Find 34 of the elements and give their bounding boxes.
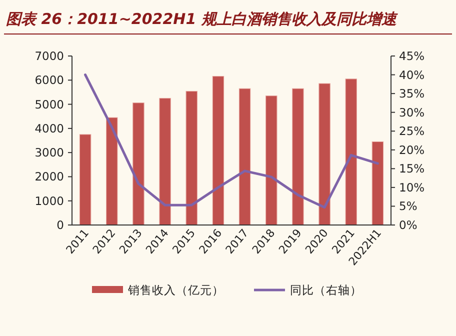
bar	[372, 141, 384, 226]
y-tick-label: 6000	[34, 73, 64, 88]
y2-tick-label: 20%	[399, 142, 425, 157]
y-tick-label: 2000	[34, 170, 64, 184]
y2-tick-label: 40%	[399, 68, 425, 82]
y-tick-label: 0	[56, 218, 64, 232]
y-tick-label: 1000	[34, 194, 64, 208]
bar	[345, 78, 358, 226]
y2-tick-label: 45%	[399, 49, 425, 63]
bar	[292, 88, 304, 226]
y-tick-label: 5000	[34, 97, 64, 112]
bar	[159, 98, 171, 226]
y2-tick-label: 25%	[399, 124, 425, 138]
bar	[79, 134, 92, 226]
y2-tick-label: 0%	[399, 218, 418, 232]
y-tick-label: 4000	[34, 121, 64, 136]
y2-tick-label: 30%	[399, 105, 425, 120]
bar	[106, 117, 118, 226]
y-tick-label: 3000	[34, 146, 64, 160]
y2-tick-label: 15%	[399, 162, 425, 176]
bar	[265, 96, 278, 226]
chart-title: 图表 26：2011~2022H1 规上白酒销售收入及同比增速	[6, 10, 398, 28]
bar	[132, 102, 144, 226]
y2-tick-label: 5%	[399, 199, 418, 214]
bar	[238, 88, 251, 226]
y2-tick-label: 10%	[399, 180, 425, 194]
legend-label: 同比（右轴）	[290, 283, 362, 297]
legend-label: 销售收入（亿元）	[127, 283, 224, 297]
y-tick-label: 7000	[34, 49, 64, 63]
y2-tick-label: 35%	[399, 86, 425, 101]
bar	[186, 90, 198, 226]
bar	[212, 76, 224, 226]
bar	[318, 83, 330, 226]
line-series	[84, 74, 379, 209]
